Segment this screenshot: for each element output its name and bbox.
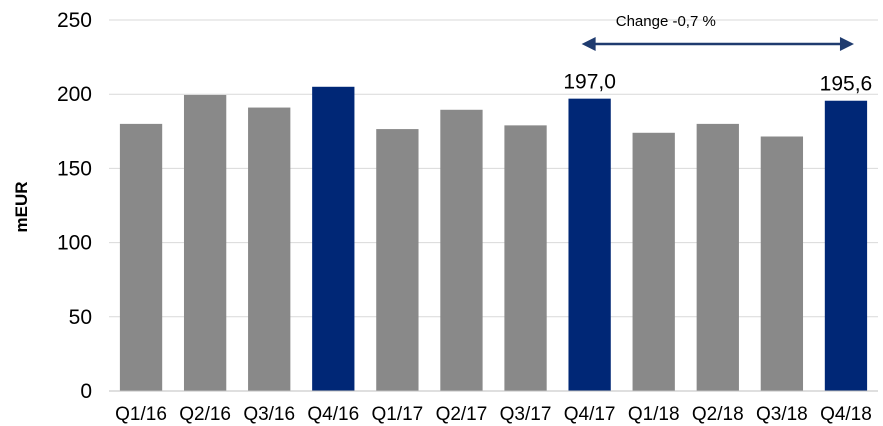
y-tick-label: 0 bbox=[80, 380, 92, 403]
gridlines bbox=[109, 19, 878, 318]
data-labels: 197,0 195,6 bbox=[563, 71, 872, 96]
bar-q1-16 bbox=[119, 123, 163, 391]
y-tick-label: 200 bbox=[57, 83, 92, 106]
x-tick-label: Q1/16 bbox=[115, 404, 167, 425]
change-annotation-label: Change -0,7 % bbox=[616, 13, 716, 30]
change-annotation: Change -0,7 % bbox=[581, 13, 854, 51]
y-axis-ticks: 0 50 100 150 200 250 bbox=[57, 9, 92, 403]
bar-q4-16 bbox=[312, 86, 355, 391]
y-axis-label: mEUR bbox=[12, 181, 31, 232]
data-label: 197,0 bbox=[563, 71, 616, 94]
bar-q2-17 bbox=[440, 109, 483, 392]
bar-q2-18 bbox=[696, 123, 739, 391]
bar-q1-17 bbox=[376, 129, 419, 391]
bar-q3-18 bbox=[760, 136, 804, 391]
x-tick-label: Q4/16 bbox=[307, 404, 359, 425]
x-tick-label: Q3/17 bbox=[500, 404, 552, 425]
data-label: 195,6 bbox=[820, 73, 873, 96]
x-tick-label: Q1/18 bbox=[628, 404, 680, 425]
x-tick-label: Q2/16 bbox=[179, 404, 231, 425]
bar-q3-17 bbox=[504, 125, 547, 391]
x-tick-label: Q3/18 bbox=[756, 404, 808, 425]
x-tick-label: Q1/17 bbox=[371, 404, 423, 425]
x-tick-label: Q4/18 bbox=[820, 404, 872, 425]
y-tick-label: 100 bbox=[57, 232, 92, 255]
x-tick-label: Q3/16 bbox=[243, 404, 295, 425]
bar-q3-16 bbox=[248, 107, 291, 391]
bar-q4-17 bbox=[568, 98, 611, 391]
x-tick-label: Q2/18 bbox=[692, 404, 744, 425]
arrow-right-icon bbox=[839, 37, 854, 51]
bar-q1-18 bbox=[632, 132, 675, 391]
y-tick-label: 250 bbox=[57, 9, 92, 32]
x-axis-ticks: Q1/16 Q2/16 Q3/16 Q4/16 Q1/17 Q2/17 Q3/17 Q4/17… bbox=[115, 404, 872, 425]
x-tick-label: Q4/17 bbox=[564, 404, 616, 425]
x-tick-label: Q2/17 bbox=[436, 404, 488, 425]
bars bbox=[119, 86, 868, 392]
bar-q4-18 bbox=[824, 100, 868, 391]
bar-q2-16 bbox=[183, 94, 227, 391]
arrow-left-icon bbox=[581, 37, 596, 51]
y-tick-label: 50 bbox=[69, 306, 92, 329]
y-tick-label: 150 bbox=[57, 157, 92, 180]
